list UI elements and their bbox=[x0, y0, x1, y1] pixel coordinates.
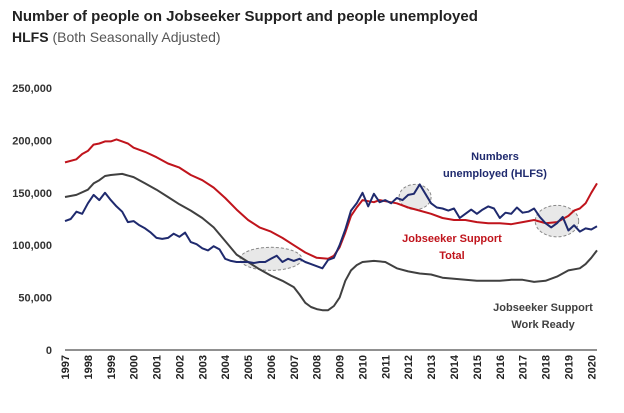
x-tick-label: 2005 bbox=[243, 355, 255, 379]
x-tick-label: 1998 bbox=[83, 355, 95, 379]
x-tick-label: 2020 bbox=[586, 355, 598, 379]
x-tick-label: 2011 bbox=[380, 355, 392, 379]
x-tick-label: 1999 bbox=[106, 355, 118, 379]
annotation-total-line1: Jobseeker Support bbox=[402, 233, 502, 245]
annotation-hlfs-line1: Numbers bbox=[471, 151, 519, 163]
annotation-total-line2: Total bbox=[439, 250, 464, 262]
x-tick-label: 2000 bbox=[129, 355, 141, 379]
y-tick-label: 150,000 bbox=[12, 188, 52, 200]
y-tick-label: 0 bbox=[46, 345, 52, 357]
highlight-regions bbox=[239, 183, 580, 271]
x-tick-label: 2001 bbox=[152, 355, 164, 379]
y-tick-label: 200,000 bbox=[12, 135, 52, 147]
series-line-numbers-unemployed-hlfs bbox=[64, 183, 598, 270]
subtitle-series-name: HLFS bbox=[12, 29, 49, 45]
chart-title: Number of people on Jobseeker Support an… bbox=[12, 8, 478, 25]
x-tick-label: 2010 bbox=[357, 355, 369, 379]
x-tick-label: 2012 bbox=[403, 355, 415, 379]
x-tick-label: 2014 bbox=[449, 354, 461, 379]
x-tick-label: 2004 bbox=[220, 354, 232, 379]
y-tick-label: 50,000 bbox=[18, 293, 52, 305]
x-tick-label: 2018 bbox=[541, 355, 553, 379]
series-line-jobseeker-support-work-ready bbox=[64, 172, 598, 312]
x-tick-label: 2009 bbox=[335, 355, 347, 379]
x-tick-label: 2013 bbox=[426, 355, 438, 379]
x-axis-ticks: 1997 1998 1999 2000 2001 2002 2003 2004 2005 2006… bbox=[60, 354, 598, 379]
y-tick-label: 100,000 bbox=[12, 240, 52, 252]
y-axis-ticks: 250,000 200,000 150,000 100,000 50,000 0 bbox=[12, 83, 52, 357]
annotation-hlfs-line2: unemployed (HLFS) bbox=[443, 168, 547, 180]
x-tick-label: 2002 bbox=[174, 355, 186, 379]
series-lines bbox=[64, 138, 598, 312]
y-tick-label: 250,000 bbox=[12, 83, 52, 95]
x-tick-label: 1997 bbox=[60, 355, 72, 379]
x-tick-label: 2015 bbox=[472, 355, 484, 379]
x-tick-label: 2006 bbox=[266, 355, 278, 379]
x-tick-label: 2003 bbox=[197, 355, 209, 379]
annotation-workready-line1: Jobseeker Support bbox=[493, 302, 593, 314]
x-tick-label: 2008 bbox=[312, 355, 324, 379]
x-tick-label: 2017 bbox=[518, 355, 530, 379]
x-tick-label: 2016 bbox=[495, 355, 507, 379]
annotations: Numbers unemployed (HLFS) Jobseeker Supp… bbox=[402, 151, 593, 331]
x-tick-label: 2019 bbox=[563, 355, 575, 379]
x-tick-label: 2007 bbox=[289, 355, 301, 379]
chart-subtitle: HLFS (Both Seasonally Adjusted) bbox=[12, 29, 221, 45]
annotation-workready-line2: Work Ready bbox=[511, 319, 575, 331]
subtitle-note: (Both Seasonally Adjusted) bbox=[52, 29, 221, 45]
